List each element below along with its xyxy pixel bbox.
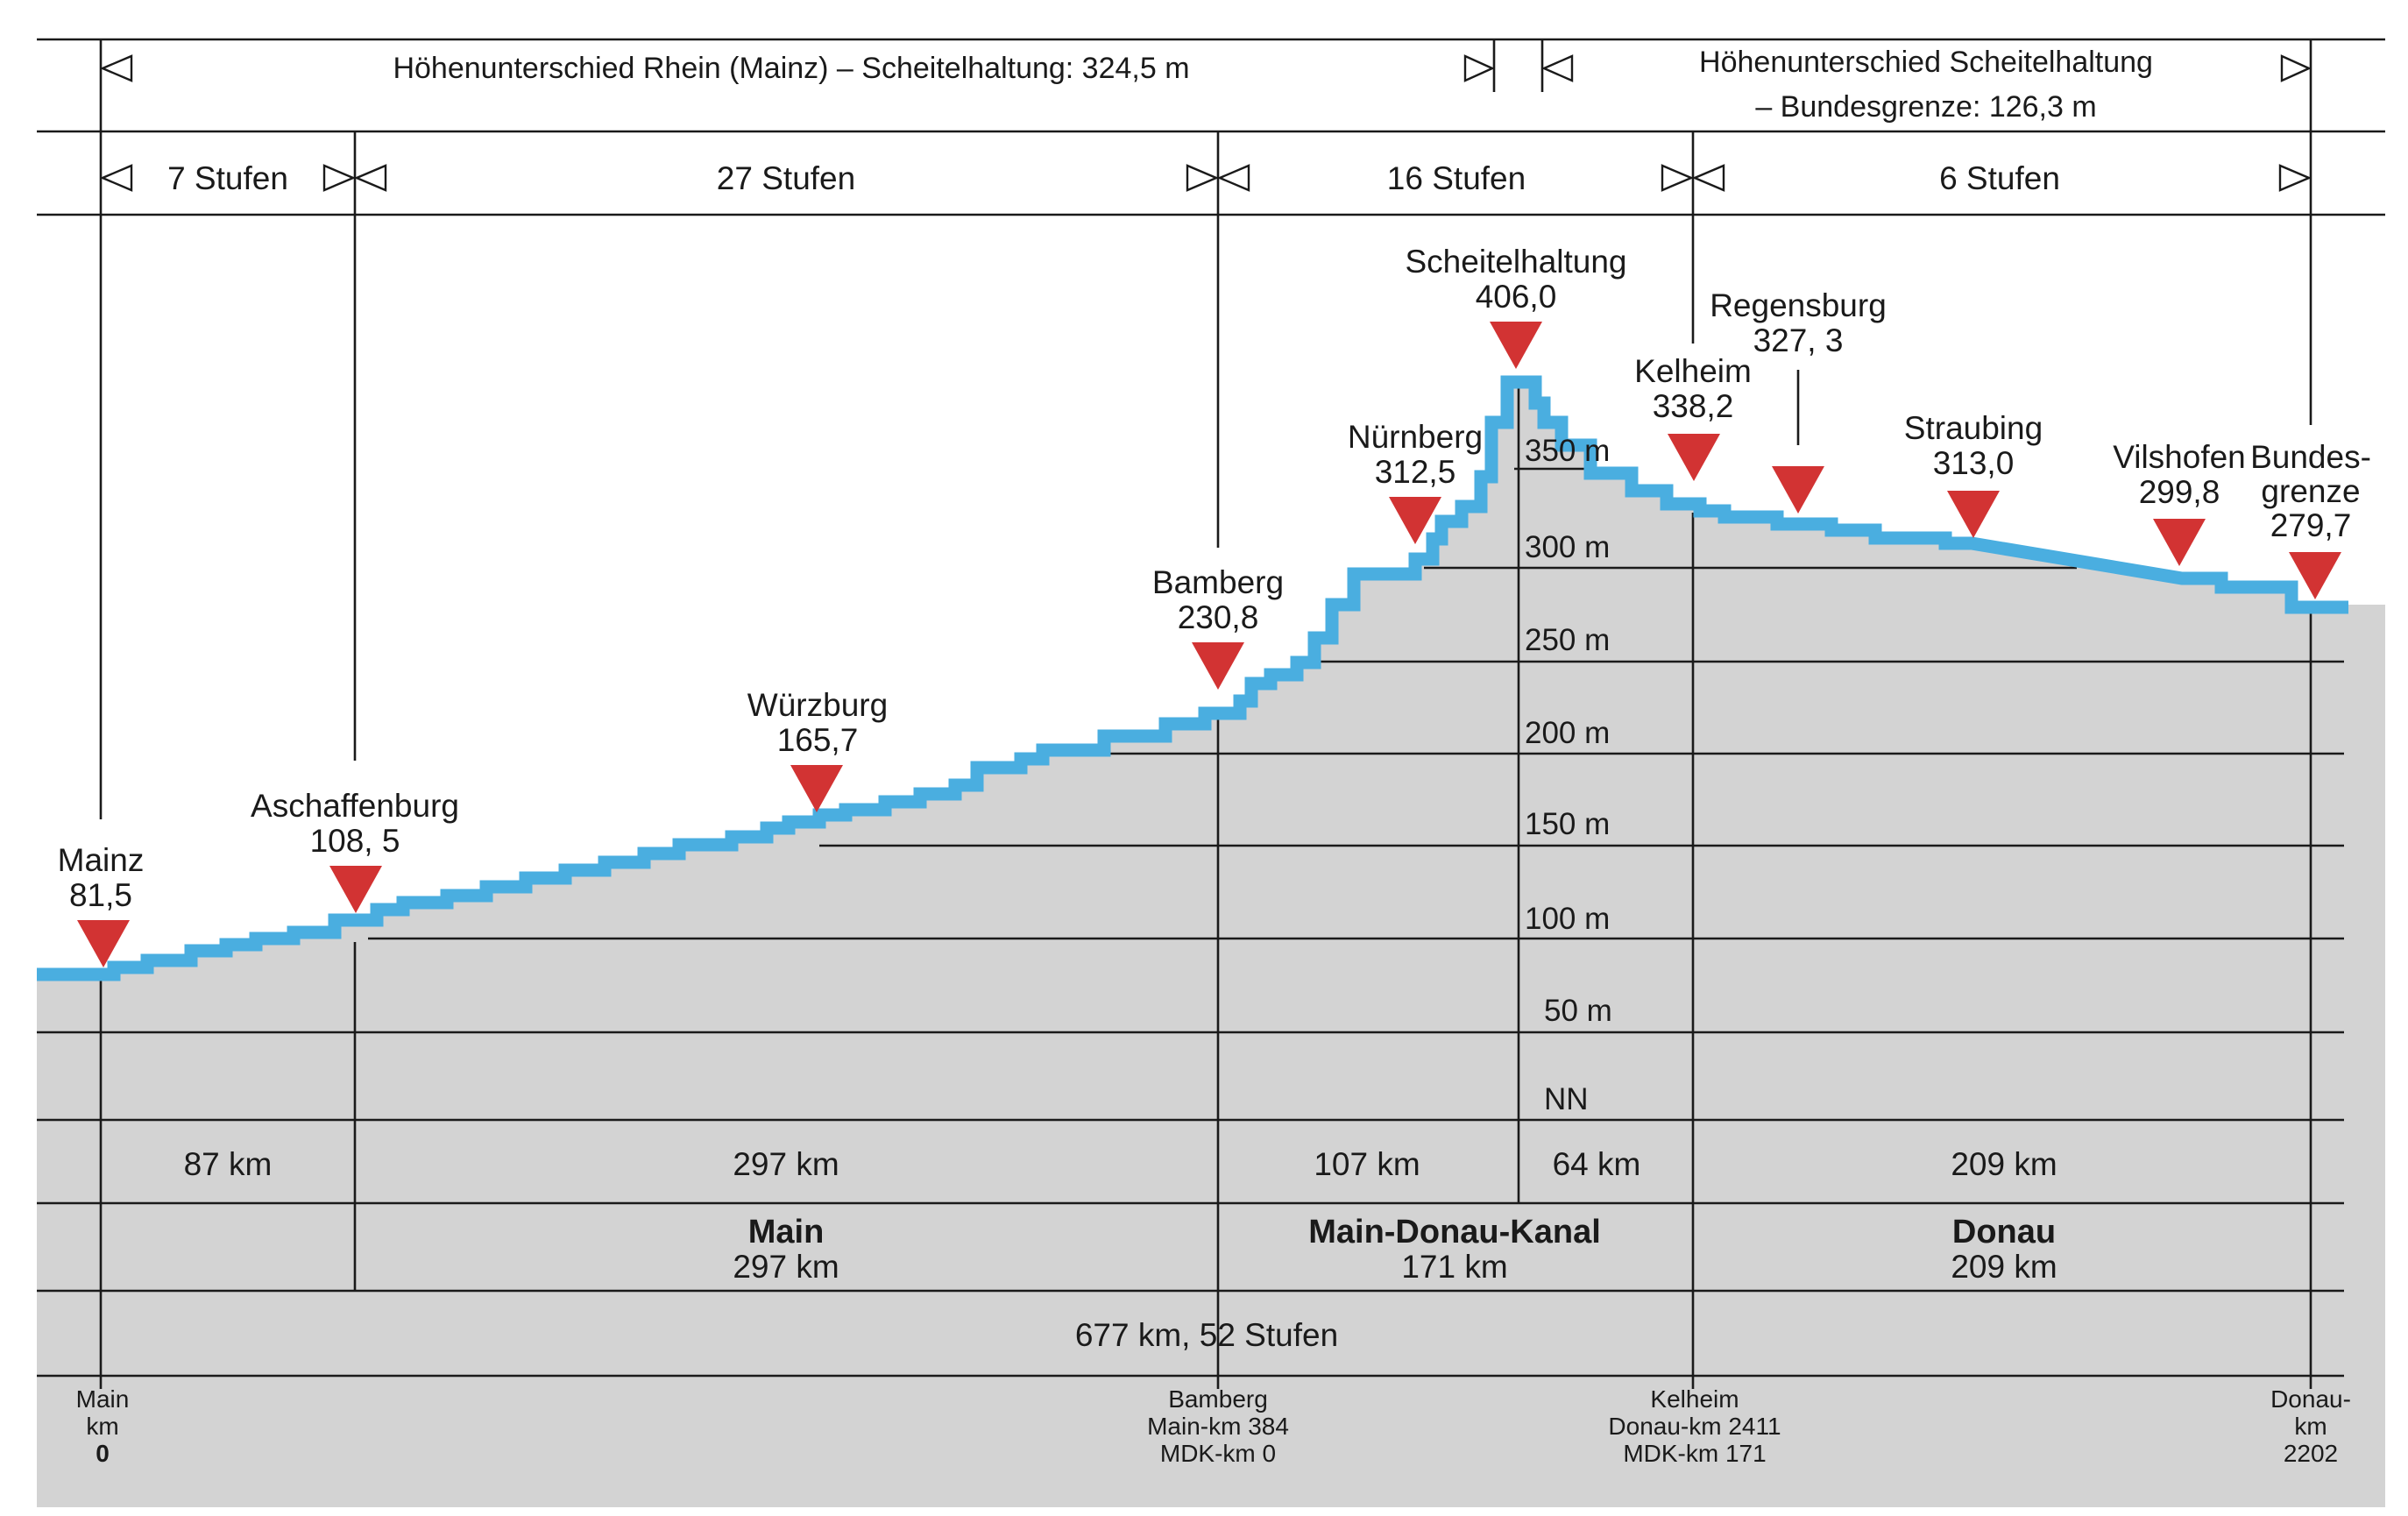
terrain-area <box>37 386 2385 1507</box>
station-name: Vilshofen <box>2113 439 2246 475</box>
range-arrows <box>99 54 2312 192</box>
total-label: 677 km, 52 Stufen <box>1075 1317 1338 1353</box>
distance-label: 209 km <box>1951 1146 2057 1182</box>
station-name: Straubing <box>1904 410 2043 446</box>
station-name: Kelheim <box>1634 353 1752 389</box>
station-markers <box>77 322 2341 967</box>
marker-triangle-icon <box>1668 434 1720 481</box>
river-length: 297 km <box>733 1249 839 1285</box>
marker-triangle-icon <box>1490 322 1542 369</box>
km-marker-line: Main-km 384 <box>1147 1413 1289 1440</box>
arrow-left-icon <box>1541 54 1574 82</box>
distance-labels: 87 km 297 km 107 km 64 km 209 km <box>184 1146 2057 1182</box>
marker-triangle-icon <box>1772 466 1824 514</box>
distance-label: 64 km <box>1553 1146 1641 1182</box>
arrow-left-icon <box>353 164 387 192</box>
elevation-label: 300 m <box>1525 530 1610 564</box>
station-name: Würzburg <box>747 687 888 723</box>
marker-triangle-icon <box>1192 642 1244 690</box>
station-elevation: 108, 5 <box>310 823 400 859</box>
station-elevation: 279,7 <box>2270 507 2352 543</box>
station-name: Bundes- <box>2250 439 2371 475</box>
marker-triangle-icon <box>1389 497 1441 544</box>
station-elevation: 312,5 <box>1375 454 1456 490</box>
stufen-label: 16 Stufen <box>1387 160 1526 196</box>
river-name: Donau <box>1952 1214 2056 1250</box>
elevation-axis-labels: 350 m 300 m 250 m 200 m 150 m 100 m 50 m… <box>1525 434 1612 1116</box>
elevation-label: 200 m <box>1525 716 1610 750</box>
stufen-label: 6 Stufen <box>1939 160 2060 196</box>
station-name: Aschaffenburg <box>251 788 459 824</box>
distance-label: 297 km <box>733 1146 839 1182</box>
km-marker-line: Bamberg <box>1168 1385 1268 1413</box>
station-elevation: 313,0 <box>1933 445 2015 481</box>
marker-triangle-icon <box>1947 491 2000 538</box>
river-length: 209 km <box>1951 1249 2057 1285</box>
station-name: Bamberg <box>1152 564 1284 600</box>
station-elevation: 165,7 <box>777 722 859 758</box>
header-lines <box>37 38 2385 216</box>
arrow-left-icon <box>1691 164 1725 192</box>
river-name: Main <box>748 1214 825 1250</box>
arrow-right-icon <box>1186 164 1220 192</box>
marker-triangle-icon <box>329 866 382 913</box>
arrow-left-icon <box>99 54 133 82</box>
km-marker-line: km <box>86 1413 118 1440</box>
distance-label: 87 km <box>184 1146 273 1182</box>
stufen-label: 7 Stufen <box>167 160 288 196</box>
marker-triangle-icon <box>790 765 843 812</box>
station-elevation: 299,8 <box>2139 474 2220 510</box>
elevation-label: 50 m <box>1544 994 1612 1028</box>
station-elevation: 230,8 <box>1178 599 1259 635</box>
km-marker-line: Donau-km 2411 <box>1608 1413 1781 1440</box>
arrow-right-icon <box>1661 164 1695 192</box>
km-marker-line: MDK-km 171 <box>1623 1440 1766 1467</box>
station-elevation: 81,5 <box>69 877 132 913</box>
elevation-label: NN <box>1544 1082 1589 1116</box>
km-marker-line: 2202 <box>2284 1440 2338 1467</box>
elevation-label: 250 m <box>1525 623 1610 657</box>
km-marker-line: Kelheim <box>1650 1385 1739 1413</box>
km-markers: Main km 0 Bamberg Main-km 384 MDK-km 0 K… <box>76 1385 2351 1467</box>
station-elevation: 406,0 <box>1476 279 1557 315</box>
km-marker-line: Main <box>76 1385 130 1413</box>
river-name: Main-Donau-Kanal <box>1308 1214 1601 1250</box>
marker-triangle-icon <box>77 920 130 967</box>
station-name: Nürnberg <box>1348 419 1483 455</box>
elevation-label: 100 m <box>1525 902 1610 936</box>
arrow-right-icon <box>2278 164 2312 192</box>
distance-label: 107 km <box>1314 1146 1420 1182</box>
river-length: 171 km <box>1401 1249 1507 1285</box>
vertical-markers <box>99 39 2312 1389</box>
marker-triangle-icon <box>2289 552 2341 599</box>
river-labels: Main 297 km Main-Donau-Kanal 171 km Dona… <box>733 1214 2057 1285</box>
elevation-label: 150 m <box>1525 807 1610 841</box>
elevation-label: 350 m <box>1525 434 1610 468</box>
arrow-left-icon <box>1216 164 1250 192</box>
arrow-left-icon <box>99 164 133 192</box>
km-marker-line: 0 <box>96 1440 110 1467</box>
station-name: Scheitelhaltung <box>1405 244 1626 280</box>
km-marker-line: MDK-km 0 <box>1160 1440 1276 1467</box>
arrow-right-icon <box>2280 54 2312 82</box>
header-height-diff-right-1: Höhenunterschied Scheitelhaltung <box>1699 46 2153 79</box>
arrow-right-icon <box>1463 54 1495 82</box>
station-name: grenze <box>2261 473 2360 509</box>
station-elevation: 327, 3 <box>1753 322 1844 358</box>
arrow-right-icon <box>322 164 357 192</box>
station-name: Regensburg <box>1710 287 1887 323</box>
header-height-diff-left: Höhenunterschied Rhein (Mainz) – Scheite… <box>393 52 1189 85</box>
station-labels: Mainz 81,5 Aschaffenburg 108, 5 Würzburg… <box>58 244 2371 913</box>
stufen-label: 27 Stufen <box>717 160 855 196</box>
water-level-profile <box>37 375 2348 981</box>
station-name: Mainz <box>58 842 145 878</box>
station-elevation: 338,2 <box>1653 388 1734 424</box>
elevation-gridlines <box>37 467 2344 1378</box>
km-marker-line: km <box>2294 1413 2327 1440</box>
km-marker-line: Donau- <box>2270 1385 2351 1413</box>
header-height-diff-right-2: – Bundesgrenze: 126,3 m <box>1755 90 2096 124</box>
marker-triangle-icon <box>2153 519 2206 566</box>
